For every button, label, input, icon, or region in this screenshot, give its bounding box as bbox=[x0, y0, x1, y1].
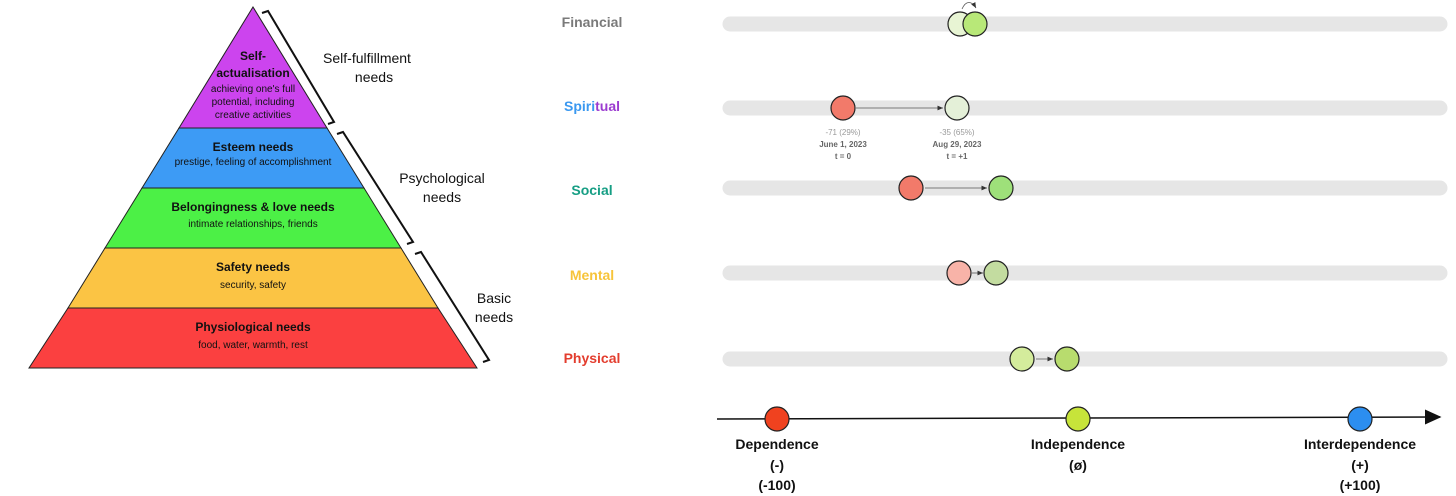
axis-independence-point bbox=[1065, 406, 1091, 432]
physiological-title: Physiological needs bbox=[195, 320, 311, 334]
end-date: Aug 29, 2023 bbox=[933, 140, 982, 149]
axis-value-interdependence: (+100) bbox=[1340, 477, 1381, 493]
start-date: June 1, 2023 bbox=[819, 140, 867, 149]
start-t: t = 0 bbox=[835, 152, 852, 161]
axis-dependence-point bbox=[764, 406, 790, 432]
belongingness-title: Belongingness & love needs bbox=[171, 200, 335, 214]
start-score: -71 (29%) bbox=[825, 128, 860, 137]
group-label-basic-2: needs bbox=[475, 309, 513, 325]
safety-title: Safety needs bbox=[216, 260, 290, 274]
bracket-psychological bbox=[336, 130, 415, 245]
label-mental: Mental bbox=[570, 267, 614, 283]
axis-label-dependence: Dependence bbox=[735, 436, 818, 452]
end-t: t = +1 bbox=[947, 152, 968, 161]
axis-symbol-independence: (ø) bbox=[1069, 457, 1087, 473]
label-spiritual-part-b: tual bbox=[595, 98, 620, 114]
financial-transition-arrow bbox=[961, 1, 977, 10]
label-physical: Physical bbox=[564, 350, 621, 366]
axis-label-independence: Independence bbox=[1031, 436, 1125, 452]
group-label-self-fulfillment-2: needs bbox=[355, 69, 393, 85]
bracket-self-fulfillment bbox=[261, 9, 336, 125]
pyramid-level-belongingness bbox=[104, 187, 402, 249]
end-score: -35 (65%) bbox=[939, 128, 974, 137]
label-financial: Financial bbox=[562, 14, 623, 30]
esteem-title: Esteem needs bbox=[213, 140, 294, 154]
mental-end-marker bbox=[983, 260, 1009, 286]
pyramid-level-safety bbox=[67, 247, 439, 309]
tracks bbox=[722, 16, 1448, 367]
self-actualisation-desc-3: creative activities bbox=[215, 110, 291, 121]
safety-desc: security, safety bbox=[220, 280, 286, 291]
self-actualisation-desc-2: potential, including bbox=[212, 97, 295, 108]
dependence-axis: Dependence (-) (-100) Independence (ø) I… bbox=[716, 406, 1442, 493]
group-label-psychological-2: needs bbox=[423, 189, 461, 205]
group-label-psychological-1: Psychological bbox=[399, 170, 485, 186]
social-end-marker bbox=[988, 175, 1014, 201]
axis-symbol-dependence: (-) bbox=[770, 457, 784, 473]
dimension-labels: Financial Spiritual Social Mental Physic… bbox=[562, 14, 623, 366]
label-spiritual-part-a: Spiri bbox=[564, 98, 595, 114]
physical-start-marker bbox=[1009, 346, 1035, 372]
social-start-marker bbox=[898, 175, 924, 201]
label-social: Social bbox=[571, 182, 612, 198]
spiritual-annotations: -71 (29%) June 1, 2023 t = 0 -35 (65%) A… bbox=[819, 128, 982, 161]
belongingness-desc: intimate relationships, friends bbox=[188, 219, 318, 230]
self-actualisation-title: Self- bbox=[240, 49, 266, 63]
group-label-self-fulfillment-1: Self-fulfillment bbox=[323, 50, 411, 66]
label-spiritual: Spiritual bbox=[564, 98, 620, 114]
markers bbox=[830, 1, 1080, 372]
bracket-basic bbox=[414, 250, 491, 363]
spiritual-end-marker bbox=[944, 95, 970, 121]
axis-label-interdependence: Interdependence bbox=[1304, 436, 1416, 452]
maslow-pyramid: Self- actualisation achieving one's full… bbox=[28, 6, 513, 369]
axis-symbol-interdependence: (+) bbox=[1351, 457, 1369, 473]
esteem-desc: prestige, feeling of accomplishment bbox=[175, 157, 332, 168]
mental-start-marker bbox=[946, 260, 972, 286]
self-actualisation-title-2: actualisation bbox=[216, 66, 289, 80]
physiological-desc: food, water, warmth, rest bbox=[198, 340, 308, 351]
axis-value-dependence: (-100) bbox=[758, 477, 795, 493]
spiritual-start-marker bbox=[830, 95, 856, 121]
physical-end-marker bbox=[1054, 346, 1080, 372]
axis-interdependence-point bbox=[1347, 406, 1373, 432]
group-label-basic-1: Basic bbox=[477, 290, 511, 306]
financial-end-marker bbox=[962, 11, 988, 37]
pyramid-level-physiological bbox=[28, 307, 478, 369]
self-actualisation-desc-1: achieving one's full bbox=[211, 84, 295, 95]
